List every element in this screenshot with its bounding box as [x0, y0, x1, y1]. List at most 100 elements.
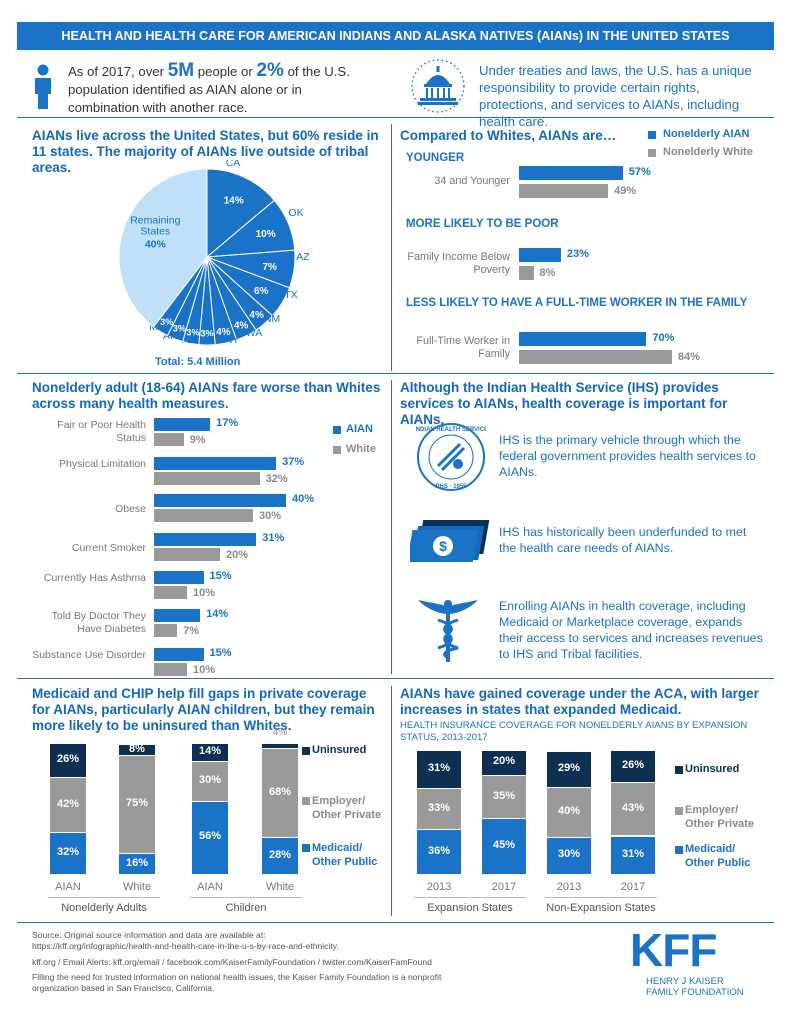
- medicaid-category-3: White: [265, 881, 295, 893]
- medicaid-value-1-3: 68%: [268, 785, 292, 798]
- health-bar-white-1: [154, 472, 260, 485]
- divider-row1: [17, 117, 774, 118]
- legend-swatch-white-health: [333, 446, 341, 454]
- medicaid-seg-0-3: [262, 837, 298, 874]
- aca-seg-1-1: [482, 774, 526, 819]
- ihs-item-1: IHS is the primary vehicle through which…: [499, 433, 756, 479]
- aca-value-0-2: 30%: [557, 848, 581, 861]
- kff-logo: KFF: [630, 924, 717, 976]
- aca-value-1-0: 33%: [427, 801, 451, 814]
- compare-label-0: 34 and Younger: [434, 175, 510, 187]
- medicaid-value-0-0: 32%: [56, 846, 80, 858]
- medicaid-seg-1-2: [192, 761, 228, 801]
- medicaid-seg-1-1: [119, 754, 155, 854]
- medicaid-seg-2-3: [262, 743, 298, 749]
- pie-state-label-az: AZ: [296, 251, 310, 263]
- legend-swatch-medicaid-m: [302, 844, 310, 852]
- pie-state-label-nc: NC: [199, 334, 215, 346]
- aca-group-rule-1: [545, 897, 657, 898]
- aca-seg-2-0: [417, 750, 461, 789]
- population-statement: As of 2017, over 5M people or 2% of the …: [68, 60, 350, 115]
- medicaid-seg-0-0: [50, 832, 86, 874]
- medicaid-value-1-2: 30%: [198, 774, 222, 786]
- health-label-4: Currently Has Asthma: [43, 572, 146, 584]
- pie-total-label: Total: 5.4 Million: [155, 356, 241, 368]
- footer-source-1: Source: Original source information and …: [32, 930, 266, 940]
- health-value-aian-2: 40%: [292, 493, 315, 505]
- medicaid-value-2-3: 4%: [272, 727, 288, 738]
- health-bar-aian-3: [154, 533, 257, 546]
- compare-value-white-2: 84%: [677, 351, 700, 363]
- health-bar-white-0: [154, 433, 184, 446]
- aca-value-2-0: 31%: [427, 762, 451, 775]
- aca-seg-1-2: [547, 787, 591, 837]
- compare-heading-1: MORE LIKELY TO BE POOR: [406, 218, 559, 230]
- pie-label-remaining-0: Remaining: [130, 214, 180, 226]
- health-value-white-1: 32%: [265, 473, 288, 485]
- pie-value-mi: 3%: [160, 317, 173, 327]
- pie-state-label-tx: TX: [284, 289, 297, 301]
- health-label-0: Fair or Poor Health Status: [57, 419, 146, 444]
- kff-logo-sub2: FAMILY FOUNDATION: [646, 987, 744, 998]
- health-bar-aian-0: [154, 418, 211, 431]
- divider-col-mid: [391, 380, 392, 674]
- pie-value-ny: 4%: [216, 327, 231, 338]
- pie-state-label-mi: MI: [149, 321, 161, 333]
- aca-section-title: AIANs have gained coverage under the ACA…: [400, 686, 759, 717]
- aca-seg-1-3: [611, 782, 655, 836]
- medicaid-value-0-3: 28%: [268, 848, 292, 861]
- medicaid-value-1-0: 42%: [56, 797, 80, 810]
- population-number: 5M: [167, 60, 195, 81]
- pie-state-label-nm: NM: [264, 313, 280, 325]
- footer-about: Filling the need for trusted information…: [32, 972, 442, 993]
- svg-text:PHS · 1955: PHS · 1955: [435, 484, 467, 490]
- medicaid-group-rule-1: [190, 897, 302, 898]
- pie-state-label-ny: NY: [225, 334, 240, 346]
- compare-bar-aian-1: [519, 248, 561, 262]
- aca-value-1-2: 40%: [557, 805, 581, 817]
- medicaid-value-1-1: 75%: [125, 796, 149, 809]
- health-bar-aian-1: [154, 457, 277, 470]
- aca-seg-1-0: [417, 788, 461, 830]
- footer-source-2[interactable]: https://kff.org/infographic/health-and-h…: [32, 941, 339, 951]
- pie-value-fl: 3%: [186, 327, 199, 337]
- pie-value-ok: 10%: [256, 229, 276, 240]
- caduceus-icon: [418, 600, 478, 662]
- aca-category-2: 2013: [556, 881, 582, 893]
- aca-value-2-2: 29%: [557, 762, 581, 775]
- aca-seg-0-0: [417, 829, 461, 874]
- legend-medicaid-a: Medicaid/ Other Public: [685, 843, 751, 869]
- ihs-seal-icon: INDIAN HEALTH SERVICE PHS · 1955: [416, 423, 486, 491]
- divider-col-bottom: [391, 686, 392, 916]
- legend-medicaid-m: Medicaid/ Other Public: [312, 842, 378, 868]
- medicaid-seg-2-1: [119, 744, 155, 755]
- legend-swatch-medicaid-a: [675, 846, 683, 854]
- treaty-statement: Under treaties and laws, the U.S. has a …: [479, 63, 752, 129]
- legend-swatch-white: [648, 149, 656, 157]
- health-bar-white-4: [154, 586, 187, 599]
- compare-value-white-1: 8%: [539, 267, 556, 279]
- footer-alerts[interactable]: kff.org / Email Alerts: kff.org/email / …: [32, 957, 432, 967]
- health-bar-white-3: [154, 548, 220, 561]
- pie-value-nm: 4%: [249, 310, 264, 321]
- compare-label-2: Full-Time Worker in Family: [416, 335, 510, 360]
- legend-swatch-uninsured-m: [302, 747, 310, 755]
- header-banner: [17, 22, 774, 50]
- legend-uninsured-a: Uninsured: [685, 763, 740, 775]
- medicaid-value-2-2: 14%: [198, 745, 222, 758]
- aca-seg-2-1: [482, 750, 526, 775]
- health-value-aian-3: 31%: [262, 532, 285, 544]
- legend-uninsured-m: Uninsured: [312, 744, 367, 756]
- compare-label-1: Family Income Below Poverty: [407, 251, 510, 276]
- health-label-2: Obese: [115, 503, 146, 515]
- aca-seg-0-2: [547, 836, 591, 874]
- compare-bar-white-0: [519, 184, 609, 198]
- aca-value-0-0: 36%: [427, 844, 451, 857]
- states-section-title: AIANs live across the United States, but…: [32, 128, 379, 175]
- health-label-3: Current Smoker: [71, 542, 146, 554]
- pie-state-label-wa: WA: [246, 327, 263, 339]
- aca-value-1-3: 43%: [621, 801, 645, 814]
- pie-slice-remaining-states: [118, 168, 208, 328]
- health-label-1: Physical Limitation: [59, 458, 146, 470]
